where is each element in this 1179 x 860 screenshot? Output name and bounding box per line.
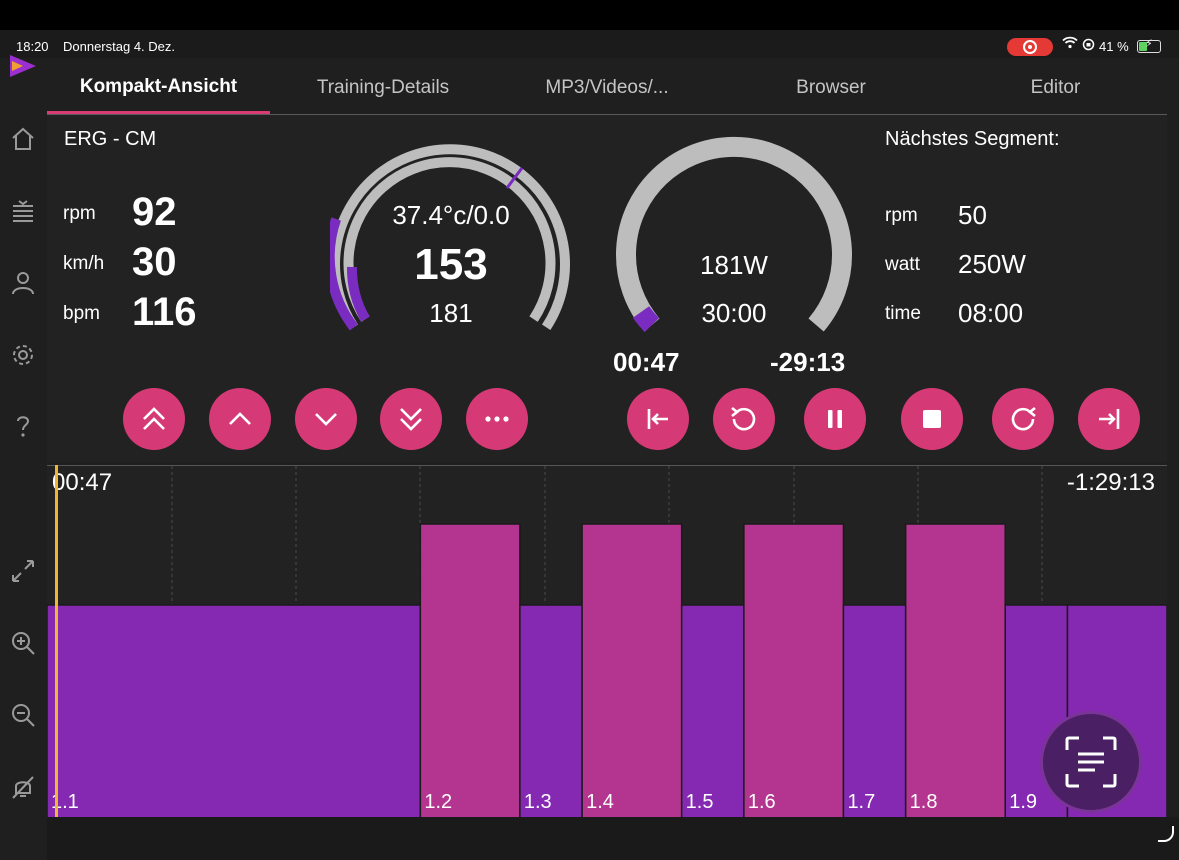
elapsed-time: 00:47	[613, 347, 680, 377]
segment-bar[interactable]	[581, 523, 683, 819]
speed-value: 30	[132, 240, 177, 284]
status-date: Donnerstag 4. Dez.	[63, 39, 176, 54]
segment-bar[interactable]	[419, 523, 521, 819]
status-bar: 18:20 Donnerstag 4. Dez. 41 % ⚡	[0, 30, 1179, 58]
next-segment-title: Nächstes Segment:	[885, 128, 1060, 150]
double-chevron-up-icon	[143, 407, 165, 430]
zoom-out-icon[interactable]	[8, 700, 38, 730]
segment-label: 1.4	[586, 791, 614, 813]
segment-bar[interactable]	[743, 523, 845, 819]
segment-label: 1.6	[748, 791, 776, 813]
resize-corner-icon[interactable]	[1158, 826, 1174, 842]
more-icon	[485, 416, 509, 422]
segment-label: 1.7	[847, 791, 875, 813]
battery-icon: ⚡	[1137, 38, 1161, 53]
home-icon[interactable]	[8, 124, 38, 154]
tab-editor[interactable]: Editor	[1030, 77, 1081, 98]
decrease-button[interactable]	[295, 388, 357, 450]
skip-back-icon	[647, 409, 668, 429]
status-time: 18:20	[16, 39, 49, 54]
rpm-value: 92	[132, 190, 177, 234]
next-time-value: 08:00	[958, 298, 1024, 328]
next-watt-unit: watt	[885, 254, 920, 275]
skip-forward-icon	[1099, 409, 1120, 429]
rpm-unit: rpm	[63, 203, 96, 224]
list-icon[interactable]	[8, 196, 38, 226]
gauge-right-line2: 30:00	[701, 298, 767, 328]
segment-chart-svg: 1.1 1.2 1.3 1.4 1.5 1.6 1.7 1.8 1.9	[46, 466, 1168, 819]
top-band	[0, 0, 1179, 30]
restart-icon	[731, 406, 756, 431]
segment-label: 1.9	[1009, 791, 1037, 813]
stop-button[interactable]	[901, 388, 963, 450]
help-icon[interactable]	[8, 411, 38, 441]
remaining-time: -29:13	[770, 347, 846, 377]
chevron-down-icon	[315, 413, 337, 426]
chart-elapsed-time: 00:47	[52, 469, 113, 496]
segment-bar[interactable]	[519, 604, 583, 819]
app-logo[interactable]	[10, 55, 36, 77]
segment-label: 1.8	[910, 791, 938, 813]
segment-label: 1.3	[524, 791, 552, 813]
redo-icon	[1011, 406, 1036, 431]
redo-button[interactable]	[992, 388, 1054, 450]
segment-bar[interactable]	[46, 604, 422, 819]
segment-bar[interactable]	[904, 523, 1006, 819]
restart-button[interactable]	[713, 388, 775, 450]
screen-recording-indicator[interactable]	[1007, 38, 1053, 56]
expand-icon[interactable]	[8, 556, 38, 586]
segment-label: 1.2	[424, 791, 452, 813]
chart-remaining-time: -1:29:13	[1066, 469, 1155, 496]
gauge-right-line1: 181W	[700, 250, 768, 280]
more-button[interactable]	[466, 388, 528, 450]
next-rpm-value: 50	[958, 200, 987, 230]
battery-percent: 41 %	[1099, 39, 1129, 54]
mute-icon[interactable]	[8, 772, 38, 802]
user-icon[interactable]	[8, 268, 38, 298]
stop-icon	[923, 410, 941, 428]
tab-kompakt-ansicht[interactable]: Kompakt-Ansicht	[47, 62, 270, 114]
orientation-lock-icon	[1082, 38, 1095, 54]
power-gauge	[330, 144, 570, 331]
pause-icon	[828, 410, 842, 428]
zoom-in-icon[interactable]	[8, 628, 38, 658]
tab-training-details[interactable]: Training-Details	[316, 77, 450, 98]
next-time-unit: time	[885, 303, 921, 324]
skip-back-button[interactable]	[627, 388, 689, 450]
increase-button[interactable]	[209, 388, 271, 450]
next-watt-value: 250W	[958, 249, 1026, 279]
gear-icon[interactable]	[8, 340, 38, 370]
next-rpm-unit: rpm	[885, 205, 918, 226]
heart-rate-unit: bpm	[63, 303, 100, 324]
double-chevron-down-icon	[400, 408, 422, 431]
text-scan-fab-button[interactable]	[1040, 711, 1142, 813]
time-gauge	[616, 136, 852, 333]
bottom-strip	[47, 817, 1179, 860]
segment-bar[interactable]	[680, 604, 745, 819]
increase-large-button[interactable]	[123, 388, 185, 450]
training-mode-label: ERG - CM	[64, 128, 157, 150]
playhead-marker[interactable]	[55, 465, 58, 817]
gauge-left-line3: 181	[429, 298, 473, 328]
pause-button[interactable]	[804, 388, 866, 450]
decrease-large-button[interactable]	[380, 388, 442, 450]
skip-forward-button[interactable]	[1078, 388, 1140, 450]
gauge-left-line1: 37.4°c/0.0	[392, 200, 510, 230]
speed-unit: km/h	[63, 253, 105, 274]
tab-mp3-videos[interactable]: MP3/Videos/...	[545, 77, 669, 98]
heart-rate-value: 116	[132, 290, 197, 334]
wifi-icon	[1062, 36, 1078, 52]
gauge-left-line2: 153	[414, 240, 488, 289]
chevron-up-icon	[229, 412, 251, 425]
segment-bar[interactable]	[842, 604, 907, 819]
workout-segment-chart[interactable]: 1.1 1.2 1.3 1.4 1.5 1.6 1.7 1.8 1.9	[46, 465, 1168, 819]
segment-label: 1.5	[686, 791, 714, 813]
text-scan-icon	[1065, 736, 1117, 788]
tab-bar: Kompakt-Ansicht Training-Details MP3/Vid…	[47, 62, 1167, 115]
tab-browser[interactable]: Browser	[796, 77, 866, 98]
